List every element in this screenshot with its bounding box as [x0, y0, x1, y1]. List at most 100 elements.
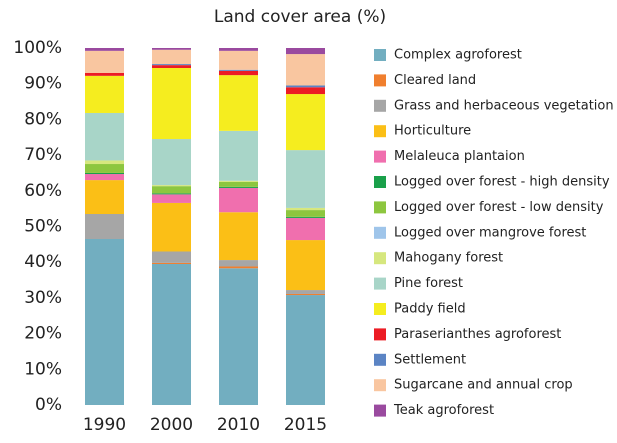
bar-segment: [152, 49, 191, 65]
legend-swatch: [374, 277, 386, 290]
bar-segment: [152, 263, 191, 405]
bar-segment: [85, 160, 124, 165]
bar-segment: [219, 187, 258, 213]
bar-segment: [85, 238, 124, 405]
bar-segment: [219, 186, 258, 188]
bar-segment: [219, 75, 258, 131]
bar-segment: [219, 266, 258, 269]
bar-segment: [152, 193, 191, 195]
y-tick-label: 90%: [24, 74, 62, 94]
legend-label: Mahogany forest: [394, 251, 503, 266]
bar-segment: [152, 194, 191, 203]
legend-label: Teak agroforest: [393, 403, 494, 418]
x-tick-label: 2010: [217, 415, 260, 435]
legend-swatch: [374, 49, 386, 61]
bar-segment: [152, 251, 191, 263]
bar-segment: [152, 185, 191, 187]
bar-segment: [85, 214, 124, 239]
legend-label: Paddy field: [394, 302, 466, 317]
bar-segment: [286, 216, 325, 218]
bar-segment: [219, 180, 258, 182]
legend-swatch: [374, 176, 386, 188]
legend-label: Complex agroforest: [394, 48, 522, 63]
bar-segment: [219, 69, 258, 71]
y-tick-label: 40%: [24, 252, 62, 272]
bar-segment: [219, 70, 258, 76]
bar-segment: [286, 94, 325, 151]
y-tick-label: 20%: [24, 324, 62, 344]
legend-swatch: [374, 353, 386, 366]
legend-label: Logged over forest - low density: [394, 200, 604, 215]
bar-segment: [286, 48, 325, 55]
y-tick-label: 30%: [24, 288, 62, 308]
bar-segment: [219, 130, 258, 181]
legend-label: Logged over mangrove forest: [394, 225, 586, 240]
bar-segment: [286, 210, 325, 217]
chart-title: Land cover area (%): [214, 7, 386, 27]
bar-segment: [286, 293, 325, 296]
legend-label: Sugarcane and annual crop: [394, 378, 573, 393]
bar-segment: [219, 181, 258, 187]
legend-swatch: [374, 379, 386, 392]
y-tick-label: 0%: [35, 395, 62, 415]
y-tick-label: 80%: [24, 109, 62, 129]
bar-segment: [85, 174, 124, 181]
bar-segment: [286, 217, 325, 241]
legend-label: Grass and herbaceous vegetation: [394, 98, 614, 113]
bar-segment: [286, 87, 325, 95]
legend-swatch: [374, 226, 386, 239]
bar-segment: [152, 186, 191, 194]
legend-label: Melaleuca plantaion: [394, 149, 525, 164]
legend-swatch: [374, 252, 386, 265]
bar-segment: [152, 48, 191, 50]
bar-segment: [219, 268, 258, 405]
legend-swatch: [374, 99, 386, 112]
bar-segment: [219, 50, 258, 70]
legend-swatch: [374, 125, 386, 138]
bar-segment: [219, 260, 258, 267]
bar-segment: [286, 295, 325, 405]
bar-segment: [85, 72, 124, 76]
legend-label: Paraserianthes agroforest: [394, 327, 561, 342]
bar-segment: [152, 64, 191, 66]
y-tick-label: 60%: [24, 181, 62, 201]
bar-segment: [286, 150, 325, 208]
bar-segment: [286, 54, 325, 86]
x-tick-label: 2015: [284, 415, 327, 435]
bar-segment: [152, 139, 191, 186]
bar-segment: [85, 180, 124, 215]
legend-swatch: [374, 328, 386, 341]
legend-swatch: [374, 74, 386, 87]
y-tick-label: 50%: [24, 217, 62, 237]
bar-segment: [219, 48, 258, 51]
legend-label: Cleared land: [394, 73, 476, 88]
bar-segment: [85, 50, 124, 73]
bar-segment: [152, 262, 191, 264]
bar-segment: [152, 67, 191, 140]
x-tick-label: 2000: [150, 415, 193, 435]
bar-segment: [85, 75, 124, 113]
legend-swatch: [374, 201, 386, 214]
bar-segment: [219, 212, 258, 261]
bar-segment: [286, 85, 325, 88]
bar-segment: [152, 202, 191, 252]
y-tick-label: 70%: [24, 145, 62, 165]
legend-label: Settlement: [394, 352, 466, 367]
bar-segment: [286, 290, 325, 294]
bar-segment: [152, 65, 191, 68]
legend-swatch: [374, 404, 386, 417]
legend-label: Logged over forest - high density: [394, 175, 610, 190]
legend-swatch: [374, 150, 386, 163]
bar-segment: [286, 240, 325, 291]
y-tick-label: 10%: [24, 359, 62, 379]
y-tick-label: 100%: [13, 38, 62, 58]
bar-segment: [85, 164, 124, 173]
legend-swatch: [374, 303, 386, 315]
bar-segment: [85, 112, 124, 161]
legend-label: Horticulture: [394, 124, 471, 139]
x-tick-label: 1990: [83, 415, 126, 435]
legend-label: Pine forest: [394, 276, 463, 291]
bar-segment: [85, 48, 124, 51]
bar-segment: [286, 207, 325, 211]
